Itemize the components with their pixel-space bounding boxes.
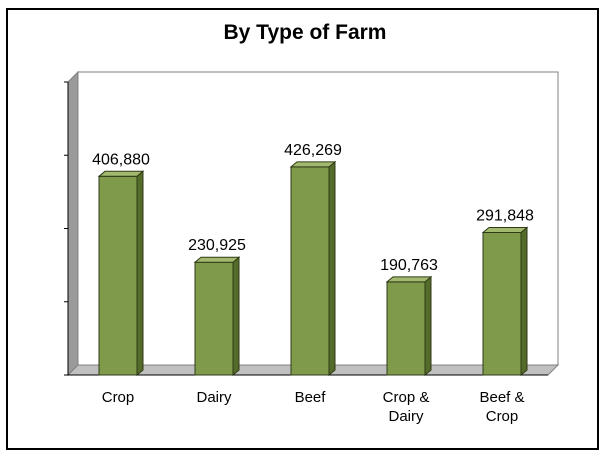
data-label: 426,269 xyxy=(284,142,342,159)
x-tick-label: Dairy xyxy=(196,389,232,406)
chart-labels: 406,880 Crop 230,925 Dairy 426,269 Beef 190,76… xyxy=(92,142,534,425)
data-label: 190,763 xyxy=(380,257,438,274)
side-wall xyxy=(67,70,79,377)
bar-front xyxy=(98,175,138,376)
bar-top xyxy=(289,161,337,168)
x-tick-label: Crop xyxy=(486,408,519,425)
data-label: 406,880 xyxy=(92,151,150,168)
bar-front xyxy=(194,261,234,376)
bar-front xyxy=(290,166,330,376)
bar-top xyxy=(193,256,241,263)
bar-side xyxy=(232,256,240,377)
bar-top xyxy=(97,170,145,177)
bar-top xyxy=(481,226,529,233)
bar-side xyxy=(136,170,144,377)
x-tick-label: Beef & xyxy=(479,389,524,406)
bar xyxy=(193,256,241,377)
data-label: 230,925 xyxy=(188,237,246,254)
bar-top xyxy=(385,276,433,283)
data-label: 291,848 xyxy=(476,207,534,224)
x-tick-label: Beef xyxy=(295,389,327,406)
x-tick-label: Dairy xyxy=(388,408,424,425)
bar xyxy=(289,160,337,377)
bar xyxy=(385,275,433,377)
bar-front xyxy=(386,281,426,376)
bar-side xyxy=(424,275,432,377)
chart-title: By Type of Farm xyxy=(223,21,387,44)
bar-series xyxy=(97,160,529,377)
x-tick-label: Crop xyxy=(102,389,135,406)
bar-side xyxy=(328,160,336,377)
bar-side xyxy=(520,226,528,377)
bar xyxy=(97,170,145,377)
x-tick-label: Crop & xyxy=(383,389,430,406)
bar xyxy=(481,226,529,377)
bar-front xyxy=(482,231,522,376)
